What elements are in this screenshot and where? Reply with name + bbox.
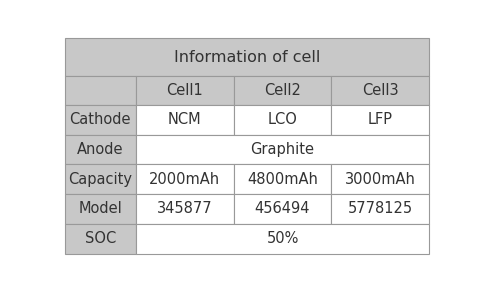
Bar bbox=[234, 76, 331, 105]
Text: Capacity: Capacity bbox=[68, 172, 132, 187]
Bar bbox=[65, 224, 136, 254]
Text: Graphite: Graphite bbox=[251, 142, 315, 157]
Bar bbox=[331, 76, 429, 105]
Bar bbox=[136, 76, 234, 105]
Text: Cathode: Cathode bbox=[69, 112, 131, 127]
Text: 5778125: 5778125 bbox=[348, 201, 413, 216]
Text: 2000mAh: 2000mAh bbox=[149, 172, 220, 187]
Text: 345877: 345877 bbox=[157, 201, 213, 216]
Bar bbox=[65, 38, 429, 76]
Text: Cell2: Cell2 bbox=[264, 83, 301, 98]
Bar bbox=[331, 105, 429, 134]
Text: 4800mAh: 4800mAh bbox=[247, 172, 318, 187]
Bar bbox=[65, 105, 136, 134]
Bar bbox=[136, 194, 234, 224]
Bar bbox=[136, 224, 429, 254]
Text: 456494: 456494 bbox=[254, 201, 310, 216]
Bar bbox=[136, 105, 234, 134]
Bar bbox=[65, 194, 136, 224]
Text: SOC: SOC bbox=[85, 231, 116, 246]
Bar bbox=[65, 76, 136, 105]
Bar bbox=[331, 164, 429, 194]
Bar bbox=[65, 164, 136, 194]
Bar bbox=[136, 164, 234, 194]
Bar bbox=[331, 194, 429, 224]
Text: Cell1: Cell1 bbox=[166, 83, 203, 98]
Text: NCM: NCM bbox=[168, 112, 201, 127]
Text: LFP: LFP bbox=[368, 112, 393, 127]
Text: 50%: 50% bbox=[267, 231, 299, 246]
Text: LCO: LCO bbox=[268, 112, 297, 127]
Text: Information of cell: Information of cell bbox=[174, 50, 320, 65]
Text: Model: Model bbox=[79, 201, 122, 216]
Text: Anode: Anode bbox=[77, 142, 123, 157]
Bar bbox=[234, 194, 331, 224]
Bar bbox=[136, 134, 429, 164]
Bar bbox=[234, 105, 331, 134]
Text: Cell3: Cell3 bbox=[362, 83, 399, 98]
Bar bbox=[65, 134, 136, 164]
Bar bbox=[234, 164, 331, 194]
Text: 3000mAh: 3000mAh bbox=[345, 172, 415, 187]
